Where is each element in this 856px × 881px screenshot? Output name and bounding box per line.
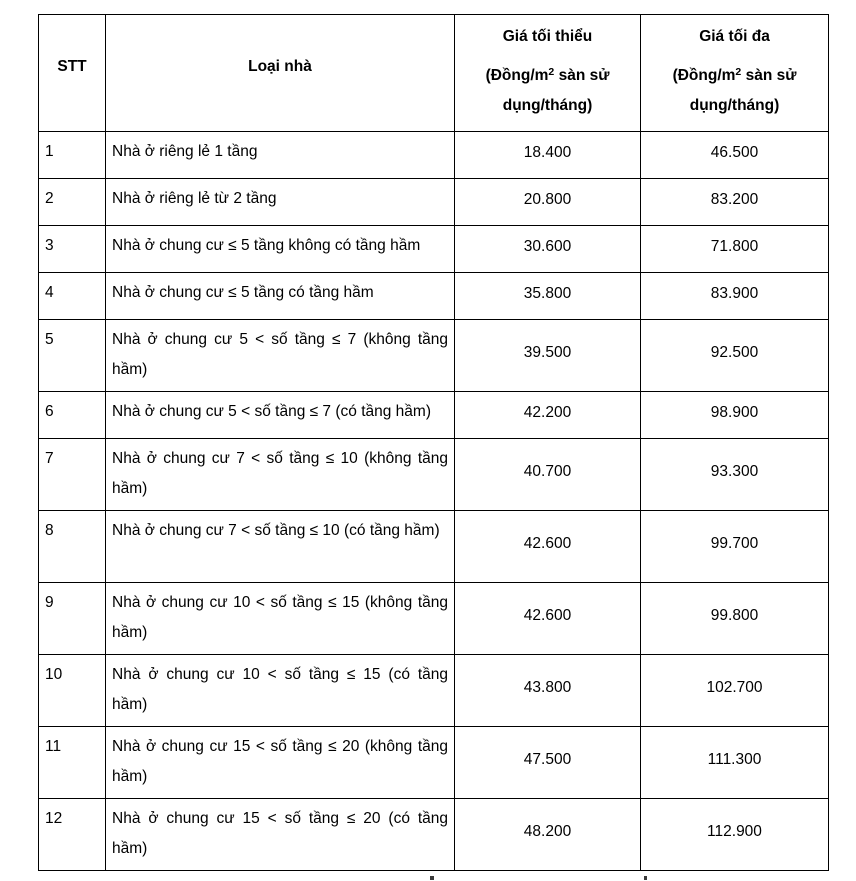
stt-cell: 12 bbox=[38, 798, 106, 871]
type-cell: Nhà ở riêng lẻ từ 2 tầng bbox=[105, 178, 455, 226]
table-row: 2 Nhà ở riêng lẻ từ 2 tầng 20.800 83.200 bbox=[38, 178, 829, 226]
table-body: 1 Nhà ở riêng lẻ 1 tầng 18.400 46.500 2 … bbox=[38, 131, 829, 871]
max-price-cell: 93.300 bbox=[640, 438, 829, 511]
min-price-cell: 18.400 bbox=[454, 131, 641, 179]
header-max-price: Giá tối đa (Đồng/m2 sàn sử dụng/tháng) bbox=[640, 14, 829, 132]
stt-cell: 3 bbox=[38, 225, 106, 273]
type-cell: Nhà ở chung cư ≤ 5 tầng không có tầng hầ… bbox=[105, 225, 455, 273]
header-min-price: Giá tối thiểu (Đồng/m2 sàn sử dụng/tháng… bbox=[454, 14, 641, 132]
table-row: 4 Nhà ở chung cư ≤ 5 tầng có tầng hầm 35… bbox=[38, 272, 829, 320]
max-price-cell: 111.300 bbox=[640, 726, 829, 799]
table-row: 6 Nhà ở chung cư 5 < số tầng ≤ 7 (có tần… bbox=[38, 391, 829, 439]
max-price-cell: 46.500 bbox=[640, 131, 829, 179]
min-price-cell: 35.800 bbox=[454, 272, 641, 320]
max-price-cell: 83.200 bbox=[640, 178, 829, 226]
type-cell: Nhà ở chung cư 5 < số tầng ≤ 7 (có tầng … bbox=[105, 391, 455, 439]
table-row: 10 Nhà ở chung cư 10 < số tầng ≤ 15 (có … bbox=[38, 654, 829, 727]
min-price-cell: 20.800 bbox=[454, 178, 641, 226]
unit-suffix: sàn sử dụng/tháng) bbox=[502, 67, 610, 114]
stt-cell: 4 bbox=[38, 272, 106, 320]
min-price-cell: 42.600 bbox=[454, 510, 641, 583]
superscript-2: 2 bbox=[548, 66, 555, 78]
stt-cell: 6 bbox=[38, 391, 106, 439]
max-price-cell: 98.900 bbox=[640, 391, 829, 439]
header-row: STT Loại nhà Giá tối thiểu (Đồng/m2 sàn … bbox=[38, 14, 829, 132]
type-cell: Nhà ở chung cư 5 < số tầng ≤ 7 (không tầ… bbox=[105, 319, 455, 392]
min-price-cell: 48.200 bbox=[454, 798, 641, 871]
max-price-unit: (Đồng/m2 sàn sử dụng/tháng) bbox=[642, 61, 828, 121]
min-price-unit: (Đồng/m2 sàn sử dụng/tháng) bbox=[456, 61, 640, 121]
header-stt: STT bbox=[38, 14, 106, 132]
min-price-cell: 42.200 bbox=[454, 391, 641, 439]
type-cell: Nhà ở chung cư 7 < số tầng ≤ 10 (không t… bbox=[105, 438, 455, 511]
price-table: STT Loại nhà Giá tối thiểu (Đồng/m2 sàn … bbox=[38, 14, 829, 871]
type-cell: Nhà ở chung cư 10 < số tầng ≤ 15 (không … bbox=[105, 582, 455, 655]
table-row: 7 Nhà ở chung cư 7 < số tầng ≤ 10 (không… bbox=[38, 438, 829, 511]
unit-prefix: (Đồng/m bbox=[485, 67, 549, 84]
stt-cell: 9 bbox=[38, 582, 106, 655]
max-price-cell: 112.900 bbox=[640, 798, 829, 871]
type-cell: Nhà ở riêng lẻ 1 tầng bbox=[105, 131, 455, 179]
stt-cell: 8 bbox=[38, 510, 106, 583]
table-row: 3 Nhà ở chung cư ≤ 5 tầng không có tầng … bbox=[38, 225, 829, 273]
type-cell: Nhà ở chung cư 15 < số tầng ≤ 20 (không … bbox=[105, 726, 455, 799]
min-price-cell: 40.700 bbox=[454, 438, 641, 511]
min-price-cell: 30.600 bbox=[454, 225, 641, 273]
table-header: STT Loại nhà Giá tối thiểu (Đồng/m2 sàn … bbox=[38, 14, 829, 132]
max-price-cell: 92.500 bbox=[640, 319, 829, 392]
stt-cell: 10 bbox=[38, 654, 106, 727]
stt-cell: 2 bbox=[38, 178, 106, 226]
cutoff-text-fragment bbox=[430, 876, 434, 880]
max-price-cell: 83.900 bbox=[640, 272, 829, 320]
table-row: 12 Nhà ở chung cư 15 < số tầng ≤ 20 (có … bbox=[38, 798, 829, 871]
stt-cell: 1 bbox=[38, 131, 106, 179]
max-price-cell: 102.700 bbox=[640, 654, 829, 727]
type-cell: Nhà ở chung cư 15 < số tầng ≤ 20 (có tần… bbox=[105, 798, 455, 871]
table-row: 9 Nhà ở chung cư 10 < số tầng ≤ 15 (khôn… bbox=[38, 582, 829, 655]
table-row: 5 Nhà ở chung cư 5 < số tầng ≤ 7 (không … bbox=[38, 319, 829, 392]
type-cell: Nhà ở chung cư 10 < số tầng ≤ 15 (có tần… bbox=[105, 654, 455, 727]
superscript-2: 2 bbox=[735, 66, 742, 78]
min-price-cell: 47.500 bbox=[454, 726, 641, 799]
unit-suffix: sàn sử dụng/tháng) bbox=[689, 67, 797, 114]
min-price-cell: 39.500 bbox=[454, 319, 641, 392]
stt-cell: 7 bbox=[38, 438, 106, 511]
max-price-cell: 99.700 bbox=[640, 510, 829, 583]
header-type: Loại nhà bbox=[105, 14, 455, 132]
cutoff-text-fragment bbox=[644, 876, 647, 880]
min-price-title: Giá tối thiểu bbox=[502, 28, 593, 45]
price-table-container: STT Loại nhà Giá tối thiểu (Đồng/m2 sàn … bbox=[38, 14, 829, 871]
stt-cell: 5 bbox=[38, 319, 106, 392]
max-price-cell: 71.800 bbox=[640, 225, 829, 273]
table-row: 1 Nhà ở riêng lẻ 1 tầng 18.400 46.500 bbox=[38, 131, 829, 179]
type-cell: Nhà ở chung cư 7 < số tầng ≤ 10 (có tầng… bbox=[105, 510, 455, 583]
min-price-cell: 43.800 bbox=[454, 654, 641, 727]
table-row: 8 Nhà ở chung cư 7 < số tầng ≤ 10 (có tầ… bbox=[38, 510, 829, 583]
type-cell: Nhà ở chung cư ≤ 5 tầng có tầng hầm bbox=[105, 272, 455, 320]
max-price-cell: 99.800 bbox=[640, 582, 829, 655]
unit-prefix: (Đồng/m bbox=[672, 67, 736, 84]
max-price-title: Giá tối đa bbox=[699, 28, 770, 45]
stt-cell: 11 bbox=[38, 726, 106, 799]
min-price-cell: 42.600 bbox=[454, 582, 641, 655]
table-row: 11 Nhà ở chung cư 15 < số tầng ≤ 20 (khô… bbox=[38, 726, 829, 799]
